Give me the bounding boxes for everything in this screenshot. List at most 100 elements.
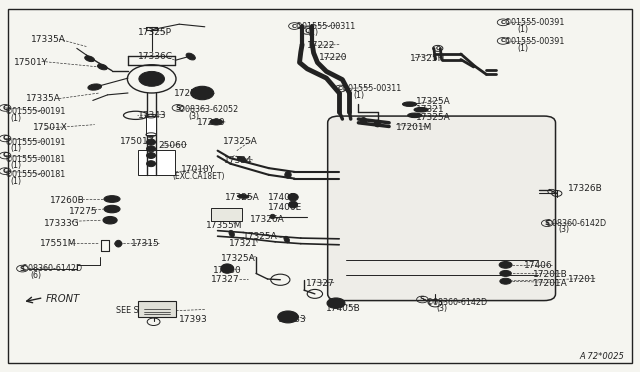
Ellipse shape	[88, 84, 102, 90]
Text: C: C	[292, 23, 297, 29]
Ellipse shape	[500, 270, 511, 276]
Text: ©08360-6142D: ©08360-6142D	[426, 298, 488, 307]
Bar	[138, 150, 175, 175]
Text: (3): (3)	[558, 225, 569, 234]
Ellipse shape	[289, 201, 298, 208]
FancyBboxPatch shape	[328, 116, 556, 301]
Ellipse shape	[270, 214, 275, 219]
Text: ©01555-00181: ©01555-00181	[5, 170, 67, 179]
Ellipse shape	[109, 198, 115, 201]
Text: A 72*0025: A 72*0025	[579, 352, 624, 361]
Text: (1): (1)	[10, 161, 21, 170]
Text: 17325A: 17325A	[223, 137, 257, 146]
Text: ©01555-00181: ©01555-00181	[5, 155, 67, 164]
Ellipse shape	[104, 196, 120, 202]
Ellipse shape	[237, 195, 249, 198]
Text: 17355M: 17355M	[206, 221, 243, 230]
Text: 17220: 17220	[319, 53, 348, 62]
Text: 17010Y: 17010Y	[180, 165, 214, 174]
Text: SEE SEC.780: SEE SEC.780	[116, 306, 168, 315]
Text: 17325P: 17325P	[138, 28, 172, 37]
Ellipse shape	[499, 262, 512, 268]
Circle shape	[106, 218, 114, 222]
Text: C: C	[435, 46, 440, 51]
Ellipse shape	[103, 217, 117, 224]
Ellipse shape	[414, 108, 428, 112]
Ellipse shape	[284, 236, 289, 243]
Text: 17334: 17334	[224, 156, 253, 165]
Text: C: C	[3, 105, 8, 111]
Circle shape	[191, 86, 214, 100]
Ellipse shape	[186, 53, 195, 60]
Text: 17325A: 17325A	[416, 97, 451, 106]
Text: 17222: 17222	[307, 41, 335, 50]
Text: S: S	[545, 220, 550, 226]
Text: (1): (1)	[307, 28, 318, 37]
Text: ©08363-62052: ©08363-62052	[178, 105, 239, 114]
Text: 17251: 17251	[174, 89, 203, 98]
Text: (1): (1)	[10, 114, 21, 123]
Text: ©01555-00391: ©01555-00391	[504, 37, 566, 46]
Text: 17406E: 17406E	[268, 203, 302, 212]
Text: 17327: 17327	[211, 275, 240, 284]
Text: 17501Z: 17501Z	[120, 137, 155, 146]
Text: (6): (6)	[31, 271, 42, 280]
Ellipse shape	[229, 230, 234, 237]
Text: 17333G: 17333G	[44, 219, 79, 228]
Text: 17201: 17201	[568, 275, 597, 283]
Bar	[138, 301, 176, 317]
Text: S: S	[20, 266, 25, 272]
Ellipse shape	[285, 171, 291, 178]
Text: (1): (1)	[10, 144, 21, 153]
Text: 17335A: 17335A	[26, 94, 60, 103]
Text: (1): (1)	[517, 44, 528, 53]
Text: (3): (3)	[189, 112, 200, 121]
Ellipse shape	[403, 102, 417, 106]
Ellipse shape	[147, 153, 156, 158]
Text: C: C	[3, 135, 8, 141]
Circle shape	[278, 311, 298, 323]
Text: 17321: 17321	[416, 105, 445, 114]
Ellipse shape	[237, 157, 246, 162]
Text: 17326B: 17326B	[568, 185, 603, 193]
Text: 17327: 17327	[306, 279, 335, 288]
Text: (1): (1)	[353, 91, 364, 100]
Text: 17405: 17405	[268, 193, 296, 202]
Text: 17260: 17260	[197, 118, 226, 127]
Text: S: S	[420, 296, 425, 302]
Ellipse shape	[84, 56, 95, 62]
Text: 17325A: 17325A	[416, 113, 451, 122]
Text: S: S	[175, 105, 180, 111]
Text: 17326A: 17326A	[250, 215, 284, 224]
Ellipse shape	[500, 278, 511, 284]
Ellipse shape	[147, 161, 156, 167]
Ellipse shape	[360, 118, 367, 124]
Text: ©08360-6142D: ©08360-6142D	[20, 264, 83, 273]
Text: 17406: 17406	[524, 262, 552, 270]
Text: ©01555-00191: ©01555-00191	[5, 107, 67, 116]
Text: C: C	[500, 20, 506, 25]
Text: 17393: 17393	[179, 315, 208, 324]
Text: 17260B: 17260B	[50, 196, 84, 205]
Text: 17201B: 17201B	[532, 270, 567, 279]
Text: ©08360-6142D: ©08360-6142D	[545, 219, 607, 228]
Ellipse shape	[210, 119, 223, 125]
Text: 17325A: 17325A	[243, 232, 278, 241]
Text: 17325N: 17325N	[410, 54, 445, 63]
Text: ©01555-00191: ©01555-00191	[5, 138, 67, 147]
Bar	[211, 208, 242, 221]
Text: (3): (3)	[436, 304, 447, 313]
Text: C: C	[3, 153, 8, 158]
Bar	[146, 116, 156, 135]
Text: 17201A: 17201A	[532, 279, 567, 288]
Text: C: C	[305, 28, 310, 33]
Ellipse shape	[147, 139, 156, 145]
Ellipse shape	[104, 205, 120, 213]
Text: 17201M: 17201M	[396, 123, 432, 132]
Text: 17405B: 17405B	[326, 304, 361, 313]
Text: 17330: 17330	[212, 266, 241, 275]
Ellipse shape	[115, 240, 122, 247]
Text: 17020Y: 17020Y	[138, 165, 172, 174]
Text: (EXC.CA18ET): (EXC.CA18ET)	[173, 172, 225, 181]
Ellipse shape	[408, 113, 422, 118]
